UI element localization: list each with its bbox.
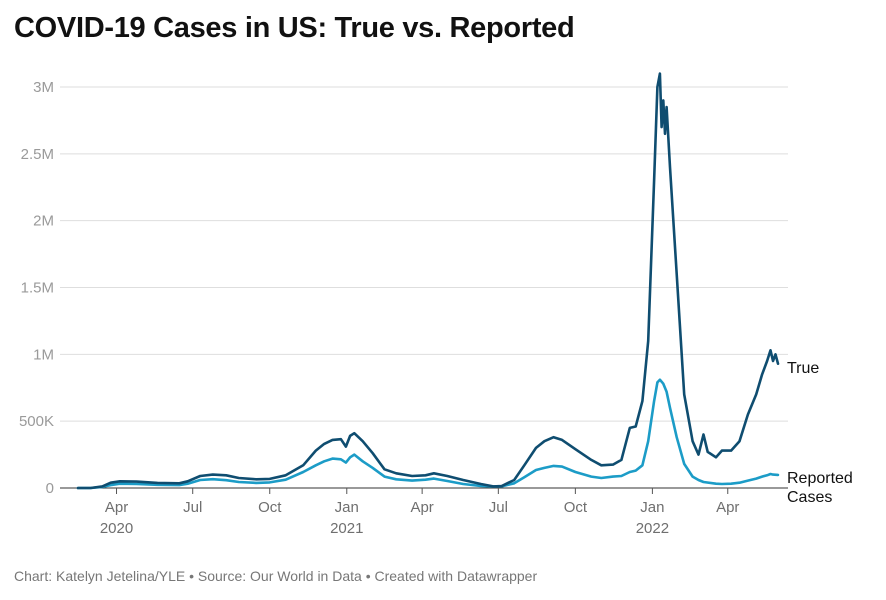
series-line-reported [76, 378, 780, 490]
x-tick-year: 2021 [330, 520, 363, 537]
x-axis-ticks: Apr 2020 Jul Oct Jan 2021 Apr Jul Oct Jan 2022 Apr [100, 488, 739, 537]
y-tick-label: 500K [19, 413, 54, 430]
y-axis-ticks: 0 500K 1M 1.5M 2M 2.5M 3M [19, 79, 54, 497]
x-tick-label: Jul [183, 499, 202, 516]
series-label-true: True [787, 360, 819, 377]
series-lines [76, 72, 780, 490]
x-tick-year: 2020 [100, 520, 133, 537]
y-tick-label: 1M [33, 346, 54, 363]
x-tick-label: Jan [640, 499, 664, 516]
y-tick-label: 2M [33, 213, 54, 230]
x-tick-label: Apr [410, 499, 433, 516]
y-tick-label: 1.5M [21, 280, 54, 297]
x-tick-label: Apr [105, 499, 128, 516]
x-tick-label: Jul [489, 499, 508, 516]
x-tick-label: Oct [258, 499, 282, 516]
x-tick-label: Oct [564, 499, 588, 516]
chart-title: COVID-19 Cases in US: True vs. Reported [14, 12, 575, 44]
y-tick-label: 2.5M [21, 146, 54, 163]
series-label-reported: Cases [787, 489, 832, 506]
x-tick-label: Apr [716, 499, 739, 516]
gridlines [60, 86, 788, 489]
chart-footer: Chart: Katelyn Jetelina/YLE • Source: Ou… [14, 568, 538, 584]
y-tick-label: 0 [46, 480, 54, 497]
x-tick-label: Jan [335, 499, 359, 516]
x-tick-year: 2022 [636, 520, 669, 537]
series-line-true [76, 72, 780, 490]
series-label-reported: Reported [787, 470, 853, 487]
series-labels: True Reported Cases [787, 360, 853, 506]
y-tick-label: 3M [33, 79, 54, 96]
